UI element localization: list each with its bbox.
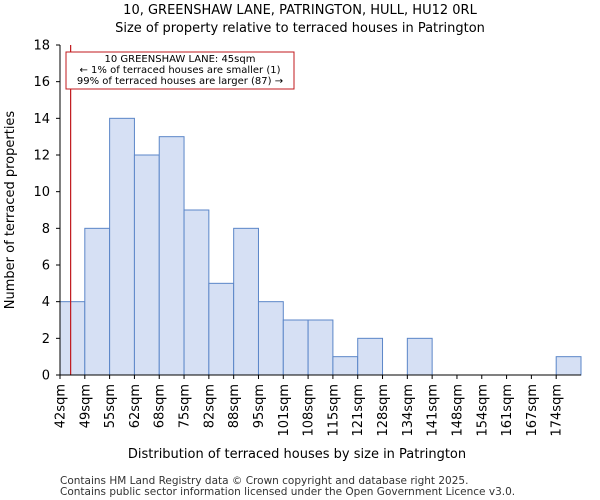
x-tick-label: 148sqm xyxy=(450,384,465,437)
x-axis: 42sqm 49sqm 55sqm 62sqm 68sqm 75sqm 82sqm 88sqm… xyxy=(54,375,565,437)
annotation-line-3: 99% of terraced houses are larger (87) → xyxy=(77,76,283,87)
bar-134sqm xyxy=(406,337,433,376)
annotation-frame xyxy=(65,51,295,90)
bar-62sqm xyxy=(133,154,160,376)
y-tick-label: 0 xyxy=(42,369,50,384)
bar-49sqm xyxy=(84,227,111,376)
bar-95sqm xyxy=(257,301,284,376)
x-tick-label: 161sqm xyxy=(500,384,515,437)
x-tick-label: 55sqm xyxy=(103,384,118,428)
chart-title: 10, GREENSHAW LANE, PATRINGTON, HULL, HU… xyxy=(123,3,477,18)
y-tick-label: 6 xyxy=(42,259,50,274)
bar-68sqm xyxy=(158,136,185,376)
x-tick-label: 174sqm xyxy=(550,384,565,437)
y-tick-label: 10 xyxy=(33,185,50,200)
bar-88sqm xyxy=(233,227,259,376)
plot-frame xyxy=(59,45,581,376)
bar-55sqm xyxy=(109,117,135,376)
annotation-box: 10 GREENSHAW LANE: 45sqm ← 1% of terrace… xyxy=(65,51,295,90)
x-tick-label: 115sqm xyxy=(326,384,341,437)
bar-174sqm xyxy=(555,356,582,376)
x-tick-label: 88sqm xyxy=(227,384,242,428)
y-tick-label: 8 xyxy=(42,222,50,237)
annotation-line-2: ← 1% of terraced houses are smaller (1) xyxy=(80,65,281,76)
x-tick-label: 68sqm xyxy=(153,384,168,428)
bar-121sqm xyxy=(357,337,384,376)
y-tick-label: 2 xyxy=(42,332,50,347)
bar-42sqm xyxy=(59,301,86,376)
x-tick-label: 108sqm xyxy=(302,384,317,437)
x-tick-label: 134sqm xyxy=(401,384,416,437)
x-tick-label: 128sqm xyxy=(376,384,391,437)
y-axis-label: Number of terraced properties xyxy=(3,111,18,310)
x-tick-label: 42sqm xyxy=(54,384,69,428)
x-axis-label: Distribution of terraced houses by size … xyxy=(128,447,466,462)
chart-subtitle: Size of property relative to terraced ho… xyxy=(115,21,485,36)
x-tick-label: 75sqm xyxy=(178,384,193,428)
y-axis: 0 2 4 6 8 10 12 14 16 18 xyxy=(33,39,60,384)
footer-line-1: Contains HM Land Registry data © Crown c… xyxy=(60,475,468,487)
bar-101sqm xyxy=(282,319,309,376)
x-tick-label: 49sqm xyxy=(78,384,93,428)
x-tick-label: 121sqm xyxy=(351,384,366,437)
x-tick-label: 141sqm xyxy=(426,384,441,437)
bar-75sqm xyxy=(183,209,210,376)
y-tick-label: 12 xyxy=(33,149,50,164)
bar-82sqm xyxy=(208,282,235,376)
x-tick-label: 95sqm xyxy=(252,384,267,428)
bar-108sqm xyxy=(307,319,334,376)
x-tick-label: 82sqm xyxy=(202,384,217,428)
annotation-line-1: 10 GREENSHAW LANE: 45sqm xyxy=(105,54,256,65)
y-tick-label: 16 xyxy=(33,75,50,90)
bar-115sqm xyxy=(332,356,359,376)
x-tick-label: 62sqm xyxy=(128,384,143,428)
y-tick-label: 18 xyxy=(33,39,50,54)
bars-group xyxy=(59,117,582,376)
y-tick-label: 14 xyxy=(33,112,50,127)
x-tick-label: 167sqm xyxy=(525,384,540,437)
y-tick-label: 4 xyxy=(42,295,50,310)
x-tick-label: 154sqm xyxy=(475,384,490,437)
footer-line-2: Contains public sector information licen… xyxy=(60,486,515,498)
x-tick-label: 101sqm xyxy=(277,384,292,437)
